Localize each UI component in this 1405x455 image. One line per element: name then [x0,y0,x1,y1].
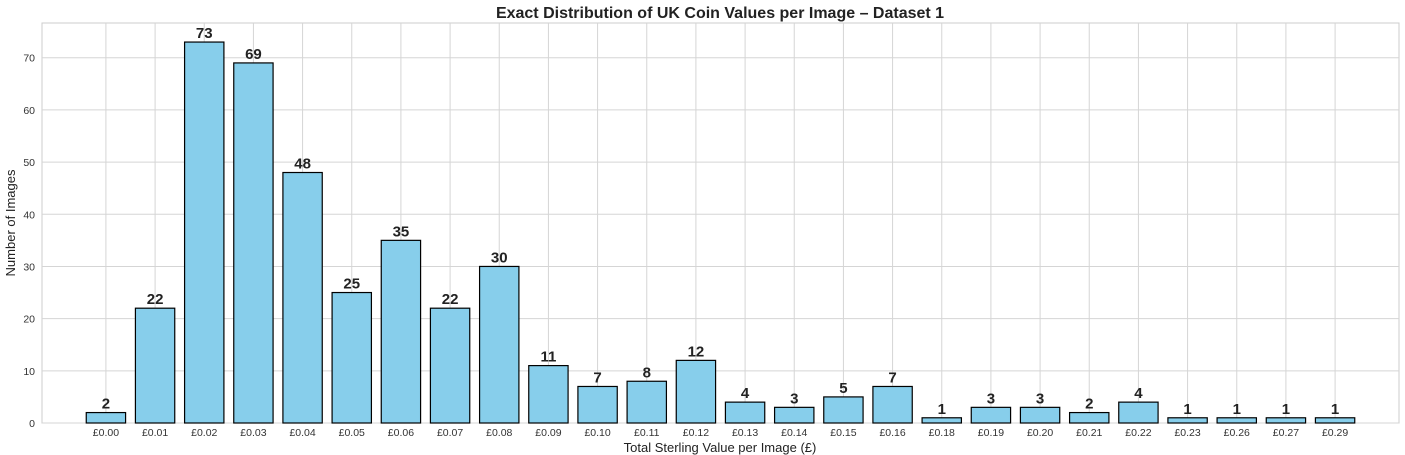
x-tick-label: £0.11 [634,427,660,439]
x-tick-label: £0.22 [1125,427,1151,439]
y-tick-label: 60 [23,105,35,117]
x-tick-label: £0.14 [781,427,807,439]
bar-value-label: 30 [491,249,508,266]
bar-value-label: 3 [1036,390,1044,407]
bar-value-label: 73 [196,25,213,42]
bar-value-label: 1 [1282,401,1290,418]
x-tick-label: £0.13 [732,427,758,439]
bar-value-label: 11 [540,349,556,366]
bar [872,385,913,424]
bar-value-label: 12 [688,343,705,360]
bar-value-label: 5 [839,380,847,397]
bar [823,396,864,424]
bar-value-label: 35 [393,223,410,240]
x-tick-label: £0.09 [535,427,561,439]
y-axis-label: Number of Images [3,169,18,276]
bar-value-label: 25 [343,276,360,293]
bar [1265,417,1307,424]
y-tick-label: 10 [23,366,35,378]
y-tick-label: 70 [23,53,35,65]
bar-value-label: 22 [442,291,459,308]
x-tick-label: £0.16 [879,427,905,439]
y-tick-labels: 0 10 20 30 40 50 60 70 [23,53,35,430]
chart-title: Exact Distribution of UK Coin Values per… [496,5,944,22]
bar-value-label: 4 [1134,385,1143,402]
x-tick-label: £0.06 [388,427,414,439]
bar [1019,406,1061,424]
y-tick-label: 30 [23,261,35,273]
bar-value-label: 2 [1085,396,1093,413]
bar [626,380,668,424]
bar [85,411,127,424]
bar [282,171,323,424]
x-axis-label: Total Sterling Value per Image (£) [624,440,817,455]
x-tick-labels: £0.00 £0.01 £0.02 £0.03 £0.04 £0.05 £0.06 £0.07… [93,427,1349,439]
y-tick-label: 50 [23,157,35,169]
x-tick-label: £0.10 [584,427,610,439]
bar-value-label: 1 [1233,401,1241,418]
y-tick-label: 0 [29,418,35,430]
x-tick-label: £0.15 [830,427,856,439]
x-tick-label: £0.23 [1174,427,1200,439]
bar [183,41,225,424]
bar [528,364,569,424]
x-tick-label: £0.04 [289,427,315,439]
bar [1118,401,1159,424]
bar-value-label: 48 [294,156,311,173]
bar-value-label: 8 [643,364,651,381]
bar [724,401,766,424]
x-tick-label: £0.01 [142,427,168,439]
bar [577,385,618,424]
x-tick-label: £0.19 [978,427,1004,439]
x-tick-label: £0.12 [683,427,709,439]
x-tick-label: £0.08 [486,427,512,439]
bar [773,406,815,424]
bar-value-label: 4 [741,385,750,402]
x-tick-label: £0.18 [929,427,955,439]
x-tick-label: £0.00 [93,427,119,439]
bar-value-label: 22 [147,291,164,308]
bar [478,265,520,424]
bar-value-label: 1 [1331,401,1339,418]
bar [970,406,1012,424]
bar [429,307,471,424]
x-tick-label: £0.21 [1076,427,1102,439]
bar-value-label: 3 [790,390,798,407]
bar [1216,417,1258,424]
bar-value-label: 2 [102,396,110,413]
x-tick-label: £0.26 [1224,427,1250,439]
bar-value-label: 1 [938,401,946,418]
bar [1167,417,1208,424]
bar-value-label: 69 [245,46,262,63]
bar-value-label: 7 [593,369,601,386]
bar [1068,411,1110,424]
x-tick-label: £0.03 [240,427,266,439]
x-tick-label: £0.27 [1273,427,1299,439]
x-tick-label: £0.20 [1027,427,1053,439]
bar-value-label: 7 [888,369,896,386]
x-tick-label: £0.02 [191,427,217,439]
bar [380,239,422,424]
x-tick-label: £0.07 [437,427,463,439]
bar [134,307,176,424]
y-tick-label: 40 [23,209,35,221]
x-tick-label: £0.29 [1322,427,1348,439]
x-tick-label: £0.05 [339,427,365,439]
y-tick-label: 20 [23,314,35,326]
bar-value-label: 3 [987,390,995,407]
bar [1314,417,1356,424]
bars [85,41,1356,424]
bar [233,62,274,424]
bar-value-label: 1 [1183,401,1191,418]
bar [675,359,717,424]
bar [331,291,373,424]
bar [921,417,963,424]
